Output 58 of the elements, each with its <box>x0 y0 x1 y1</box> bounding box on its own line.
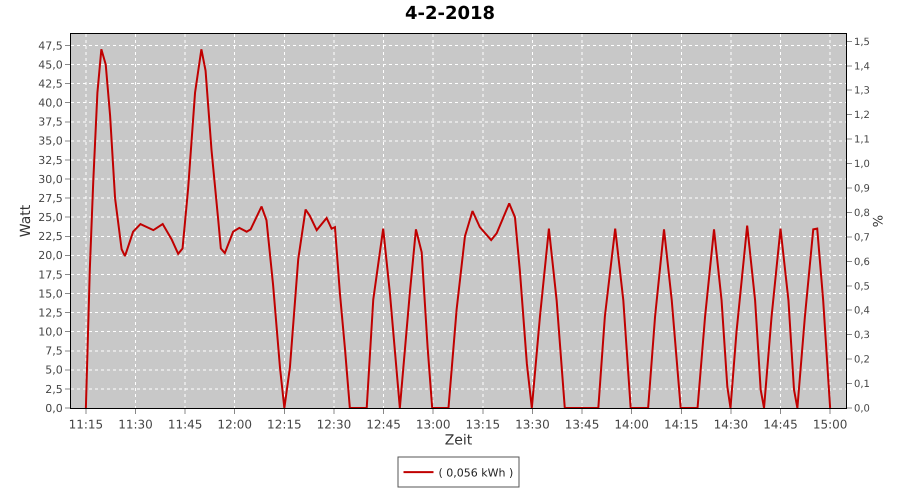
y-tick-label: 25,0 <box>38 211 63 224</box>
y2-tick-label: 1,2 <box>854 110 870 122</box>
y2-tick-label: 1,1 <box>854 134 870 146</box>
y2-tick-label: 1,4 <box>854 61 870 72</box>
x-tick-label: 11:30 <box>118 417 153 432</box>
y-tick-label: 27,5 <box>38 192 63 205</box>
y-tick-label: 10,0 <box>38 326 63 339</box>
x-tick-label: 12:15 <box>267 417 302 432</box>
x-tick-label: 15:00 <box>812 417 848 432</box>
x-tick-label: 13:00 <box>416 417 450 432</box>
y-tick-label: 5,0 <box>45 364 63 377</box>
y-tick-label: 17,5 <box>38 268 63 282</box>
y2-tick-label: 0,1 <box>854 379 870 390</box>
x-tick-label: 13:15 <box>466 417 500 432</box>
y2-axis-title: % <box>872 214 887 228</box>
y-tick-label: 22,5 <box>38 230 63 244</box>
x-axis-title: Zeit <box>444 432 473 449</box>
y2-tick-label: 0,2 <box>854 354 870 366</box>
y-tick-label: 40,0 <box>38 96 63 110</box>
y-tick-label: 0,0 <box>45 402 63 415</box>
y-tick-label: 37,5 <box>38 116 63 129</box>
x-tick-label: 13:30 <box>515 417 550 432</box>
y-tick-label: 7,5 <box>45 344 63 358</box>
x-tick-label: 11:15 <box>68 417 104 432</box>
y2-tick-label: 1,3 <box>854 86 870 97</box>
y-tick-label: 30,0 <box>38 172 63 186</box>
y-tick-label: 20,0 <box>38 249 63 262</box>
x-tick-label: 12:45 <box>366 417 401 432</box>
x-tick-label: 14:45 <box>763 417 798 432</box>
y2-tick-label: 0,4 <box>854 306 870 317</box>
x-tick-label: 14:30 <box>714 417 748 432</box>
y2-tick-label: 1,0 <box>854 159 870 170</box>
x-tick-label: 13:45 <box>564 417 600 432</box>
y2-tick-label: 1,5 <box>854 36 870 48</box>
y-tick-label: 45,0 <box>38 58 63 72</box>
y2-tick-label: 0,0 <box>854 404 870 414</box>
y-tick-label: 15,0 <box>38 287 63 300</box>
legend-label: ( 0,056 kWh ) <box>438 466 514 480</box>
y2-tick-label: 0,7 <box>854 232 870 244</box>
y2-tick-label: 0,9 <box>854 184 870 194</box>
line-series <box>84 48 832 408</box>
y-tick-label: 2,5 <box>45 382 63 396</box>
y-tick-label: 32,5 <box>38 154 63 167</box>
x-tick-label: 12:00 <box>217 417 252 432</box>
y-tick-label: 47,5 <box>38 39 63 52</box>
y2-tick-label: 0,6 <box>854 256 870 268</box>
x-tick-label: 14:15 <box>664 417 699 432</box>
chart-title: 4-2-2018 <box>404 2 496 24</box>
y-tick-label: 12,5 <box>38 306 63 320</box>
y-tick-label: 42,5 <box>38 77 63 90</box>
y2-tick-label: 0,3 <box>854 330 870 342</box>
y-tick-label: 35,0 <box>38 134 63 148</box>
x-tick-label: 14:00 <box>614 417 649 432</box>
y-axis-title: Watt <box>18 204 34 238</box>
y2-tick-label: 0,5 <box>854 281 870 292</box>
y2-tick-label: 0,8 <box>854 208 870 219</box>
x-tick-label: 12:30 <box>316 417 352 432</box>
x-tick-label: 11:45 <box>168 417 202 432</box>
